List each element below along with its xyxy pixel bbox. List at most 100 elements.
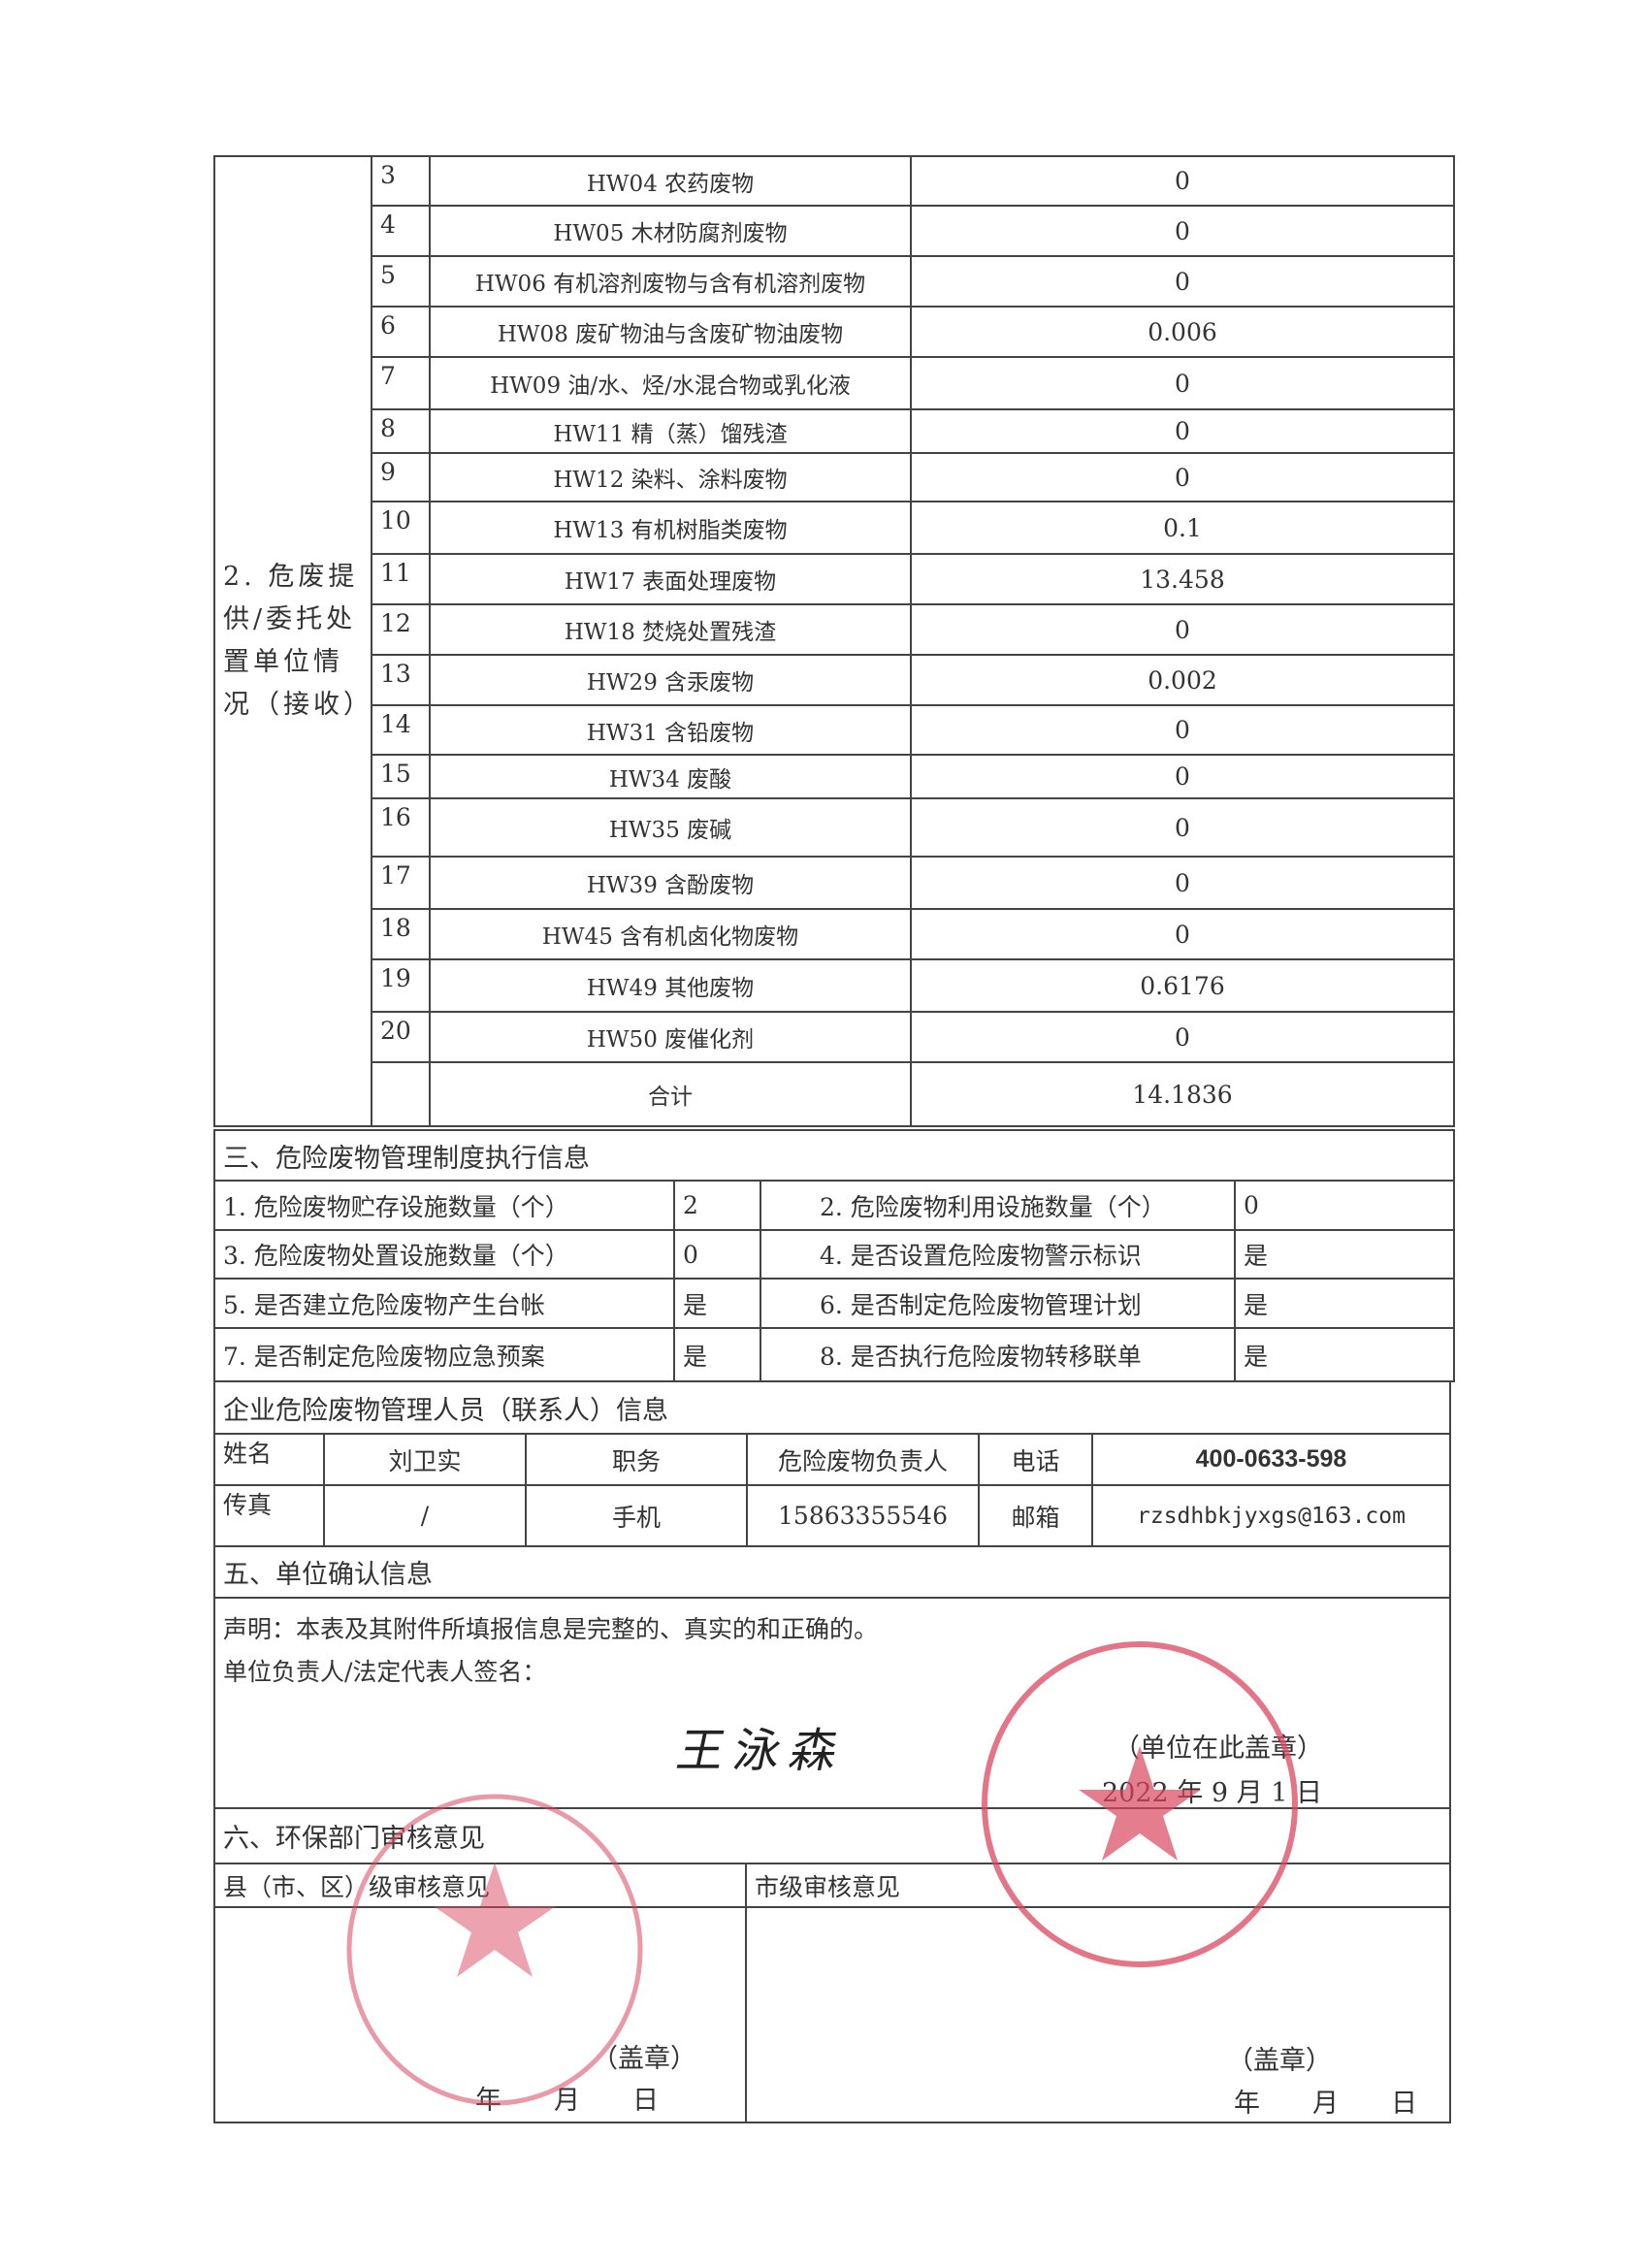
waste-amount: 0 [910, 704, 1455, 756]
contact-position: 危险废物负责人 [746, 1433, 980, 1486]
table-row: 2. 危废提供/委托处置单位情况（接收） 3 HW04 农药废物 0 [213, 155, 1455, 1127]
q7: 7. 是否制定危险废物应急预案 [213, 1327, 675, 1382]
row-number: 16 [371, 797, 431, 858]
contact-phone: 400-0633-598 [1091, 1433, 1451, 1486]
email-label: 邮箱 [978, 1484, 1093, 1547]
waste-name: HW18 焚烧处置残渣 [429, 603, 912, 656]
table-row: 13 HW29 含汞废物 0.002 [214, 654, 1455, 706]
waste-amount: 0 [910, 603, 1455, 656]
a8: 是 [1234, 1327, 1455, 1382]
waste-name: HW11 精（蒸）馏残渣 [429, 408, 912, 454]
county-label: 县（市、区）级审核意见 [213, 1863, 747, 1908]
q1: 1. 危险废物贮存设施数量（个） [213, 1180, 675, 1231]
table-row: 16 HW35 废碱 0 [214, 797, 1455, 858]
total-value: 14.1836 [910, 1061, 1455, 1127]
row-number: 7 [371, 356, 431, 410]
waste-name: HW06 有机溶剂废物与含有机溶剂废物 [429, 255, 912, 308]
declaration: 声明：本表及其附件所填报信息是完整的、真实的和正确的。 [223, 1615, 879, 1643]
a5: 是 [673, 1278, 761, 1329]
contact-fax: / [323, 1484, 527, 1547]
q8: 8. 是否执行危险废物转移联单 [760, 1327, 1236, 1382]
a7: 是 [673, 1327, 761, 1382]
row-number: 8 [371, 408, 431, 454]
row-number: 18 [371, 908, 431, 960]
waste-amount: 0 [910, 155, 1455, 207]
county-seal-note: （盖章） [592, 2044, 696, 2074]
table-row: 14 HW31 含铅废物 0 [214, 704, 1455, 756]
waste-name: HW31 含铅废物 [429, 704, 912, 756]
waste-amount: 0 [910, 205, 1455, 257]
mobile-label: 手机 [525, 1484, 748, 1547]
row-number: 15 [371, 754, 431, 799]
seal-note: （单位在此盖章） [1114, 1733, 1323, 1764]
q6: 6. 是否制定危险废物管理计划 [760, 1278, 1236, 1329]
county-date: 年 月 日 [475, 2086, 659, 2116]
row-number: 4 [371, 205, 431, 257]
a3: 0 [673, 1229, 761, 1280]
waste-name: HW45 含有机卤化物废物 [429, 908, 912, 960]
waste-name: HW49 其他废物 [429, 958, 912, 1013]
waste-amount: 0 [910, 908, 1455, 960]
waste-name: HW08 废矿物油与含废矿物油废物 [429, 306, 912, 358]
waste-name: HW17 表面处理废物 [429, 553, 912, 605]
section6-title: 六、环保部门审核意见 [213, 1807, 1451, 1864]
row-number: 9 [371, 452, 431, 502]
a4: 是 [1234, 1229, 1455, 1280]
sign-date: 2022 年 9 月 1 日 [1102, 1778, 1322, 1808]
waste-name: HW50 废催化剂 [429, 1011, 912, 1063]
table-row: 10 HW13 有机树脂类废物 0.1 [214, 501, 1455, 555]
waste-name: HW09 油/水、烃/水混合物或乳化液 [429, 356, 912, 410]
row-number: 6 [371, 306, 431, 358]
contact-title: 企业危险废物管理人员（联系人）信息 [213, 1380, 1451, 1435]
waste-name: HW34 废酸 [429, 754, 912, 799]
contact-name: 刘卫实 [323, 1433, 527, 1486]
row-number: 13 [371, 654, 431, 706]
q5: 5. 是否建立危险废物产生台帐 [213, 1278, 675, 1329]
row-number: 5 [371, 255, 431, 308]
city-date: 年 月 日 [1234, 2089, 1417, 2119]
contact-email: rzsdhbkjyxgs@163.com [1091, 1484, 1451, 1547]
waste-amount: 0.1 [910, 501, 1455, 555]
waste-name: HW12 染料、涂料废物 [429, 452, 912, 502]
waste-amount: 0 [910, 255, 1455, 308]
waste-name: HW35 废碱 [429, 797, 912, 858]
total-label: 合计 [429, 1061, 912, 1127]
section3-title: 三、危险废物管理制度执行信息 [213, 1129, 1455, 1182]
q2: 2. 危险废物利用设施数量（个） [760, 1180, 1236, 1231]
waste-amount: 13.458 [910, 553, 1455, 605]
name-label: 姓名 [213, 1433, 325, 1486]
row-number: 10 [371, 501, 431, 555]
waste-amount: 0 [910, 408, 1455, 454]
a6: 是 [1234, 1278, 1455, 1329]
waste-amount: 0 [910, 1011, 1455, 1063]
management-table: 三、危险废物管理制度执行信息 1. 危险废物贮存设施数量（个） 2 2. 危险废物利… [213, 1129, 1455, 1382]
a2: 0 [1234, 1180, 1455, 1231]
waste-amount: 0 [910, 452, 1455, 502]
section2-label: 2. 危废提供/委托处置单位情况（接收） [213, 155, 372, 1127]
table-row: 4 HW05 木材防腐剂废物 0 [214, 205, 1455, 257]
row-number: 12 [371, 603, 431, 656]
table-row: 11 HW17 表面处理废物 13.458 [214, 553, 1455, 605]
table-row: 5 HW06 有机溶剂废物与含有机溶剂废物 0 [214, 255, 1455, 308]
a1: 2 [673, 1180, 761, 1231]
table-row: 9 HW12 染料、涂料废物 0 [214, 452, 1455, 502]
waste-name: HW39 含酚废物 [429, 856, 912, 910]
row-number: 3 [371, 155, 431, 207]
city-label: 市级审核意见 [745, 1863, 1451, 1908]
waste-name: HW05 木材防腐剂废物 [429, 205, 912, 257]
table-row: 15 HW34 废酸 0 [214, 754, 1455, 799]
table-row: 20 HW50 废催化剂 0 [214, 1011, 1455, 1063]
waste-name: HW29 含汞废物 [429, 654, 912, 706]
waste-amount: 0 [910, 754, 1455, 799]
row-number: 20 [371, 1011, 431, 1063]
section5-title: 五、单位确认信息 [213, 1545, 1451, 1599]
position-label: 职务 [525, 1433, 748, 1486]
table-row: 8 HW11 精（蒸）馏残渣 0 [214, 408, 1455, 454]
waste-amount: 0.006 [910, 306, 1455, 358]
signature: 王泳森 [671, 1724, 853, 1778]
phone-label: 电话 [978, 1433, 1093, 1486]
waste-table: 2. 危废提供/委托处置单位情况（接收） 3 HW04 农药废物 0 4 HW05 木材防… [213, 155, 1455, 1127]
city-seal-note: （盖章） [1227, 2046, 1332, 2076]
waste-amount: 0.6176 [910, 958, 1455, 1013]
waste-name: HW13 有机树脂类废物 [429, 501, 912, 555]
